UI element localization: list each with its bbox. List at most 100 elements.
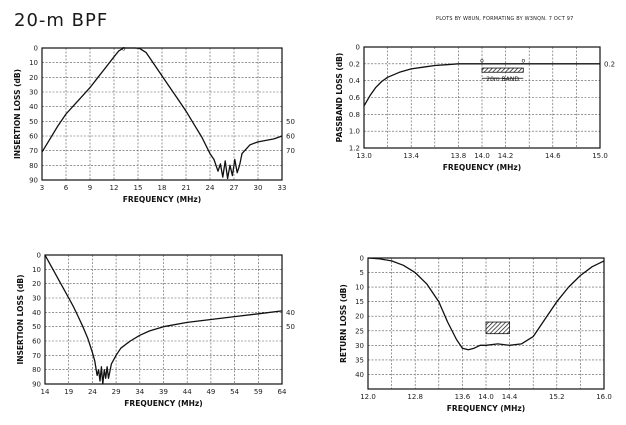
y-tick-label: 20 (32, 280, 41, 288)
right-tick-label: 60 (286, 133, 295, 141)
chart-insertion-loss-wide: o 3 6 9 12 15 18 21 24 27 30 33 0 10 20 30 40 50 60 70 80 90 5… (13, 45, 295, 205)
y-tick-label: 40 (29, 103, 38, 111)
annotation-marker: o (122, 46, 126, 53)
band-label: 20m BAND (486, 76, 519, 83)
y-tick-label: 40 (32, 309, 41, 317)
band-marker (481, 67, 524, 73)
y-tick-label: 60 (32, 338, 41, 346)
x-tick-label: 18 (158, 184, 167, 192)
x-axis-label: FREQUENCY (MHz) (123, 195, 201, 204)
x-tick-label: 44 (183, 388, 192, 396)
x-tick-label: 12.8 (407, 393, 423, 401)
y-tick-label: 0 (34, 45, 38, 53)
x-tick-label: 12 (110, 184, 119, 192)
y-tick-label: 0 (356, 44, 360, 52)
x-tick-label: 15.2 (549, 393, 565, 401)
x-tick-label: 14 (41, 388, 50, 396)
plot-frame (367, 257, 605, 390)
x-tick-label: 49 (206, 388, 215, 396)
x-tick-label: 13.6 (455, 393, 471, 401)
y-tick-label: 30 (29, 89, 38, 97)
right-tick-label: 50 (286, 323, 295, 331)
y-tick-label: 60 (29, 133, 38, 141)
x-tick-label: 34 (135, 388, 144, 396)
y-tick-label: 50 (32, 323, 41, 331)
y-tick-label: 80 (29, 162, 38, 170)
y-tick-label: 20 (29, 74, 38, 82)
band-marker (485, 321, 511, 335)
annotation-marker: o (521, 57, 525, 64)
series-line (41, 47, 283, 180)
y-tick-label: 1.2 (349, 145, 360, 153)
y-tick-label: 70 (32, 352, 41, 360)
y-tick-label: 25 (355, 327, 364, 335)
x-tick-label: 54 (230, 388, 239, 396)
x-tick-label: 15.0 (592, 152, 608, 160)
y-axis-label: PASSBAND LOSS (dB) (335, 53, 344, 143)
x-tick-label: 16.0 (596, 393, 612, 401)
y-tick-label: 10 (29, 59, 38, 67)
chart-return-loss: 12.0 12.8 13.6 14.0 14.4 15.2 16.0 0 5 10 15 20 25 30… (339, 255, 612, 414)
x-tick-label: 13.0 (356, 152, 372, 160)
chart-passband-loss: 20m BAND o o 13.0 13.4 13.8 14.0 14.2 14.6 15.0 0 0… (335, 44, 615, 173)
y-tick-label: 1.0 (349, 128, 360, 136)
x-axis-label: FREQUENCY (MHz) (443, 163, 521, 172)
x-tick-label: 13.8 (451, 152, 467, 160)
x-tick-label: 3 (40, 184, 44, 192)
x-tick-label: 39 (159, 388, 168, 396)
x-tick-label: 14.0 (478, 393, 494, 401)
y-tick-label: 0.6 (349, 94, 361, 102)
x-tick-label: 24 (206, 184, 215, 192)
right-tick-label: 70 (286, 147, 295, 155)
y-tick-label: 40 (355, 371, 364, 379)
x-tick-label: 14.0 (474, 152, 490, 160)
x-tick-label: 24 (88, 388, 97, 396)
x-tick-label: 6 (64, 184, 69, 192)
y-tick-label: 35 (355, 356, 364, 364)
annotation-marker: o (480, 57, 484, 64)
series-line (363, 63, 600, 107)
plot-frame (41, 47, 283, 181)
x-tick-label: 13.4 (403, 152, 419, 160)
x-axis-label: FREQUENCY (MHz) (124, 399, 202, 408)
y-tick-label: 30 (355, 342, 364, 350)
series-line (44, 254, 283, 385)
right-tick-label: 40 (286, 309, 295, 317)
y-tick-label: 70 (29, 147, 38, 155)
x-tick-label: 14.4 (502, 393, 518, 401)
x-tick-label: 59 (254, 388, 263, 396)
y-tick-label: 20 (355, 313, 364, 321)
plot-frame (363, 46, 601, 149)
y-tick-label: 5 (360, 269, 364, 277)
x-tick-label: 14.2 (498, 152, 514, 160)
x-tick-label: 19 (64, 388, 73, 396)
page-title: 20-m BPF (14, 10, 109, 31)
x-tick-label: 12.0 (360, 393, 376, 401)
series-line (367, 257, 605, 351)
y-axis-label: RETURN LOSS (dB) (339, 284, 348, 363)
x-tick-label: 64 (278, 388, 287, 396)
right-tick-label: 0.2 (604, 60, 615, 68)
x-tick-label: 9 (88, 184, 92, 192)
y-axis-label: INSERTION LOSS (dB) (16, 274, 25, 364)
y-tick-label: 90 (29, 177, 38, 185)
y-tick-label: 90 (32, 381, 41, 389)
y-tick-label: 0.4 (349, 77, 361, 85)
y-tick-label: 0 (37, 252, 41, 260)
x-axis-label: FREQUENCY (MHz) (447, 404, 525, 413)
y-tick-label: 30 (32, 295, 41, 303)
y-tick-label: 10 (355, 284, 364, 292)
chart-insertion-loss-harmonic: 14 19 24 29 34 39 44 49 54 59 64 0 10 20 30 40 50 60 70 80 9… (16, 252, 295, 409)
credits-text: PLOTS BY W8UN, FORMATING BY W3NQN. 7 OCT… (436, 16, 574, 22)
x-tick-label: 15 (134, 184, 143, 192)
x-tick-label: 33 (278, 184, 287, 192)
x-tick-label: 14.6 (545, 152, 561, 160)
y-tick-label: 0 (360, 255, 364, 263)
y-tick-label: 10 (32, 266, 41, 274)
y-tick-label: 0.2 (349, 60, 360, 68)
plot-frame (44, 254, 283, 385)
x-tick-label: 29 (112, 388, 121, 396)
y-axis-label: INSERTION LOSS (dB) (13, 69, 22, 159)
y-tick-label: 0.8 (349, 111, 360, 119)
